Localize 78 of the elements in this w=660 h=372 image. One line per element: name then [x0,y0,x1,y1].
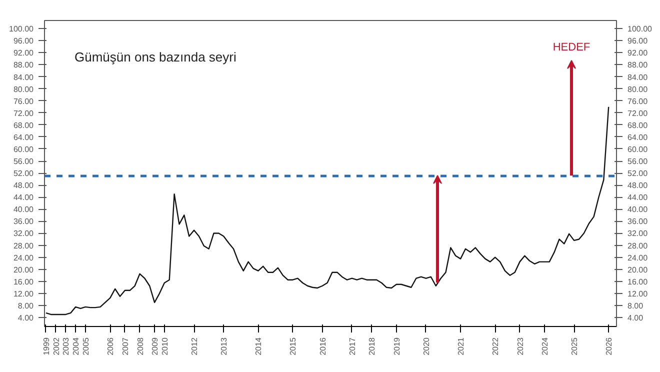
y2-tick-label: 84.00 [628,72,648,82]
y2-tick-label: 76.00 [628,96,648,106]
x-tick-label: 2004 [72,336,81,356]
x-tick-label: 2007 [120,336,130,356]
x-tick-label: 2019 [392,336,402,356]
x-tick-label: 2017 [348,336,357,356]
x-tick-label: 2002 [52,336,61,356]
y2-tick-label: 28.00 [628,241,648,250]
x-tick-label: 2013 [220,336,229,356]
y2-tick-label: 8.00 [628,301,644,310]
line-series [45,106,610,316]
y2-tick-label: 52.00 [628,169,648,178]
y-tick-label: 84.00 [13,72,34,82]
y2-tick-label: 100.00 [628,24,653,34]
y-tick-label: 24.00 [13,253,34,262]
x-tick-label: 2006 [106,336,116,356]
y2-tick-label: 96.00 [628,36,648,46]
y-tick-label: 8.00 [18,301,34,310]
y2-tick-label: 40.00 [628,205,648,214]
y-tick-label: 80.00 [13,84,34,94]
y-tick-label: 40.00 [13,205,34,214]
x-tick-label: 2016 [318,336,328,356]
y-tick-label: 52.00 [13,169,34,178]
y2-tick-label: 44.00 [628,193,648,202]
y-tick-label: 20.00 [13,265,34,274]
y-tick-label: 68.00 [13,120,34,130]
x-tick-label: 2009 [150,336,160,356]
text: Gümüşün ons bazında seyri [74,50,236,64]
y2-tick-label: 64.00 [628,132,648,142]
x-tick-label: 2020 [422,336,431,356]
x-tick-label: 2014 [254,336,264,356]
y2-tick-label: 80.00 [628,84,648,94]
y2-tick-label: 48.00 [628,181,648,190]
y-tick-label: 4.00 [18,313,34,322]
y-tick-label: 36.00 [13,217,34,226]
y-tick-label: 92.00 [13,48,34,58]
y-tick-label: 88.00 [13,60,34,70]
y2-tick-label: 4.00 [628,313,644,322]
y2-tick-label: 88.00 [628,60,648,70]
y2-tick-label: 24.00 [628,253,648,262]
y2-tick-label: 32.00 [628,229,648,238]
y-tick-label: 64.00 [13,132,34,142]
y2-tick-label: 72.00 [628,108,648,118]
x-tick-label: 2015 [288,336,298,356]
y2-tick-label: 68.00 [628,120,648,130]
y2-tick-label: 36.00 [628,217,648,226]
y-tick-label: 60.00 [13,144,34,154]
x-tick-label: 2008 [136,336,145,356]
y-tick-label: 56.00 [13,157,34,166]
y-tick-label: 44.00 [13,193,34,202]
y2-tick-label: 20.00 [628,265,648,274]
x-tick-label: 2026 [604,336,614,356]
y2-tick-label: 92.00 [628,48,648,58]
x-tick-label: 2010 [160,336,170,356]
x-tick-label: 2005 [81,336,90,356]
y2-tick-label: 60.00 [628,144,648,154]
y-tick-label: 32.00 [13,229,34,238]
x-tick-label: 2012 [190,336,200,356]
annotation: HEDEF [552,42,590,54]
y-tick-label: 28.00 [13,241,34,250]
y-tick-label: 48.00 [13,181,34,190]
x-tick-label: 2024 [540,336,550,356]
x-tick-label: 2025 [570,336,580,356]
x-tick-label: 2023 [516,336,525,356]
x-tick-label: 2022 [491,336,500,356]
y2-tick-label: 56.00 [628,157,648,166]
y-tick-label: 12.00 [13,289,34,298]
y2-tick-label: 16.00 [628,277,648,286]
x-tick-label: 2018 [368,336,377,356]
x-tick-label: 2021 [456,336,466,356]
y-tick-label: 76.00 [13,96,34,106]
y-tick-label: 72.00 [13,108,34,118]
y-tick-label: 100.00 [9,24,34,34]
y2-tick-label: 12.00 [628,289,648,298]
x-tick-label: 2003 [62,336,71,356]
y-tick-label: 16.00 [13,277,34,286]
y-tick-label: 96.00 [13,36,34,46]
x-tick-label: 1999 [42,336,51,356]
